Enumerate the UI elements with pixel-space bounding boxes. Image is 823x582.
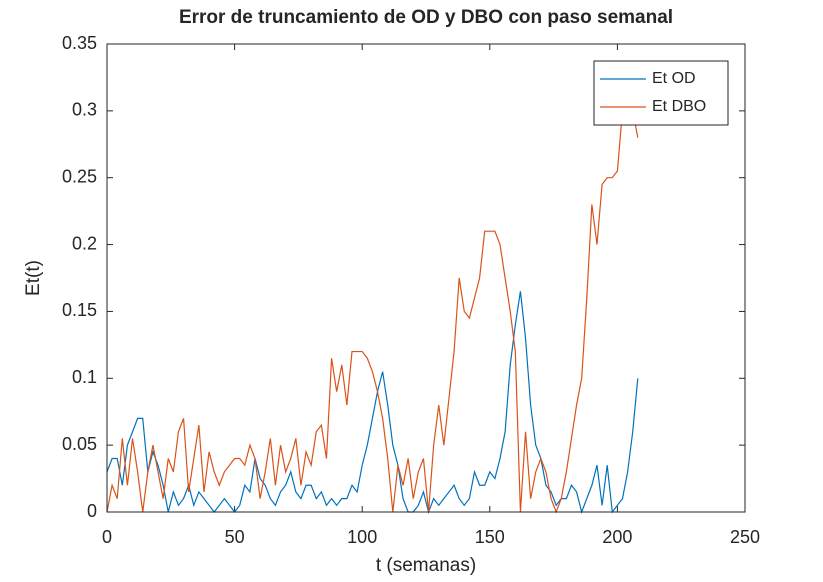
y-tick-label: 0.25: [62, 166, 97, 186]
legend-label: Et DBO: [652, 98, 706, 115]
chart-title: Error de truncamiento de OD y DBO con pa…: [179, 7, 673, 28]
y-tick-label: 0.2: [72, 233, 97, 253]
x-tick-label: 250: [730, 527, 760, 547]
y-tick-label: 0: [87, 501, 97, 521]
y-tick-label: 0.35: [62, 33, 97, 53]
x-tick-label: 0: [102, 527, 112, 547]
y-tick-label: 0.1: [72, 367, 97, 387]
y-tick-label: 0.15: [62, 300, 97, 320]
x-tick-label: 100: [347, 527, 377, 547]
y-tick-label: 0.3: [72, 100, 97, 120]
legend-box: [593, 60, 729, 126]
y-axis-label: Et(t): [23, 260, 44, 296]
series-line: [106, 83, 639, 514]
x-tick-label: 200: [602, 527, 632, 547]
x-axis-label: t (semanas): [376, 555, 476, 576]
legend-label: Et OD: [652, 70, 696, 87]
y-tick-label: 0.05: [62, 434, 97, 454]
x-tick-label: 50: [225, 527, 245, 547]
x-tick-label: 150: [475, 527, 505, 547]
plot-frame: [106, 43, 746, 513]
